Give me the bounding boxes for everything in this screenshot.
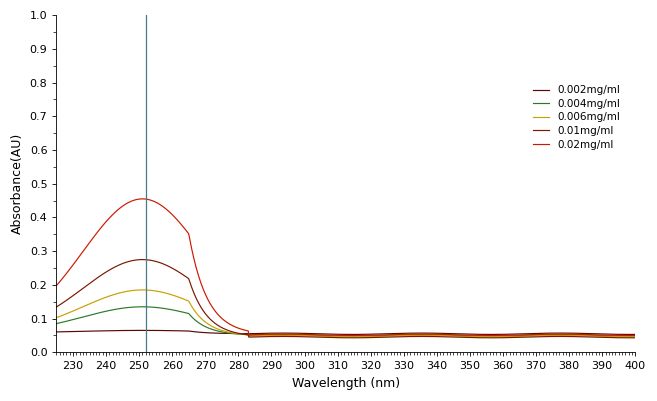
0.006mg/ml: [53, 315, 60, 320]
0.02mg/ml: [138, 196, 146, 201]
0.002mg/ml: [287, 331, 295, 336]
0.002mg/ml: [515, 332, 523, 336]
0.02mg/ml: [505, 333, 512, 338]
0.006mg/ml: [451, 334, 459, 338]
0.004mg/ml: [287, 332, 295, 337]
0.002mg/ml: [631, 332, 639, 337]
0.004mg/ml: [112, 307, 120, 312]
0.02mg/ml: [515, 332, 523, 337]
0.002mg/ml: [451, 331, 459, 336]
0.02mg/ml: [308, 332, 316, 337]
0.006mg/ml: [287, 333, 295, 338]
0.004mg/ml: [138, 304, 146, 309]
0.02mg/ml: [451, 332, 459, 337]
0.006mg/ml: [308, 334, 316, 338]
0.004mg/ml: [308, 333, 316, 338]
0.01mg/ml: [308, 334, 316, 339]
Line: 0.02mg/ml: 0.02mg/ml: [57, 199, 635, 336]
0.002mg/ml: [308, 331, 316, 336]
0.006mg/ml: [631, 334, 639, 339]
0.002mg/ml: [625, 332, 633, 337]
0.004mg/ml: [515, 333, 523, 338]
0.004mg/ml: [505, 334, 512, 338]
0.01mg/ml: [505, 335, 512, 340]
0.004mg/ml: [53, 321, 60, 326]
0.006mg/ml: [625, 334, 633, 339]
Line: 0.002mg/ml: 0.002mg/ml: [57, 330, 635, 334]
0.01mg/ml: [287, 334, 295, 339]
0.006mg/ml: [505, 334, 512, 339]
0.006mg/ml: [138, 288, 146, 292]
0.004mg/ml: [631, 334, 639, 338]
0.002mg/ml: [112, 328, 120, 333]
0.01mg/ml: [451, 335, 459, 340]
0.02mg/ml: [112, 209, 120, 214]
Line: 0.004mg/ml: 0.004mg/ml: [57, 307, 635, 336]
Y-axis label: Absorbance(AU): Absorbance(AU): [11, 133, 24, 234]
X-axis label: Wavelength (nm): Wavelength (nm): [292, 377, 400, 390]
Line: 0.006mg/ml: 0.006mg/ml: [57, 290, 635, 337]
0.004mg/ml: [625, 334, 633, 338]
0.01mg/ml: [631, 335, 639, 340]
Line: 0.01mg/ml: 0.01mg/ml: [57, 259, 635, 338]
0.02mg/ml: [53, 283, 60, 288]
0.002mg/ml: [138, 328, 146, 333]
0.004mg/ml: [451, 333, 459, 338]
0.02mg/ml: [287, 332, 295, 336]
0.01mg/ml: [138, 257, 146, 262]
0.002mg/ml: [53, 330, 60, 334]
0.002mg/ml: [505, 332, 512, 336]
0.02mg/ml: [625, 333, 633, 338]
0.01mg/ml: [112, 264, 120, 269]
0.01mg/ml: [53, 305, 60, 310]
0.01mg/ml: [515, 335, 523, 340]
0.006mg/ml: [515, 334, 523, 339]
0.02mg/ml: [631, 333, 639, 338]
0.006mg/ml: [112, 292, 120, 296]
0.01mg/ml: [625, 335, 633, 340]
Legend: 0.002mg/ml, 0.004mg/ml, 0.006mg/ml, 0.01mg/ml, 0.02mg/ml: 0.002mg/ml, 0.004mg/ml, 0.006mg/ml, 0.01…: [529, 81, 624, 154]
